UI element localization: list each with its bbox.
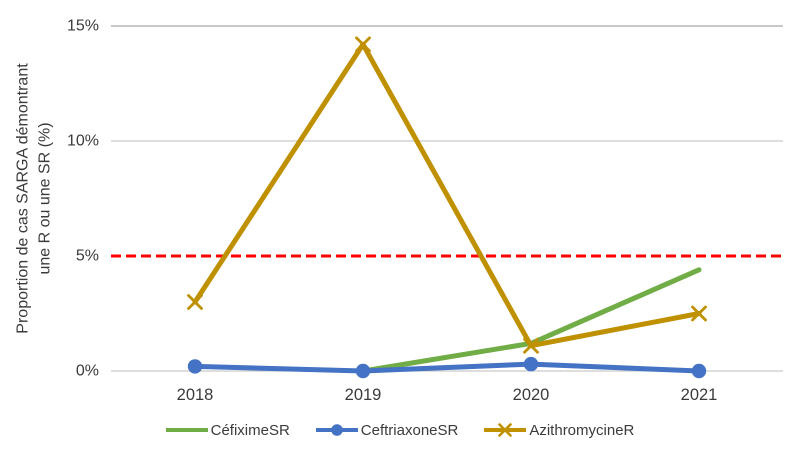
y-tick-label: 0% (76, 363, 99, 380)
x-marker (691, 305, 707, 322)
legend-item: CéfiximeSR (165, 421, 290, 439)
legend-item: CeftriaxoneSR (315, 421, 459, 439)
legend-label: CéfiximeSR (210, 421, 290, 439)
circle-marker (187, 359, 203, 374)
legend-item: AzithromycineR (484, 421, 634, 439)
legend-circle-marker (330, 424, 343, 436)
x-marker (355, 36, 371, 53)
x-marker (523, 337, 539, 354)
x-axis-label: 2019 (345, 386, 382, 404)
series-line (192, 41, 702, 349)
x-marker (187, 294, 203, 310)
plot-area: 0% 5% 10% 15% 2018 2019 2020 2021 Proportion de … (15, 18, 783, 404)
y-axis-title-line2: une R ou une SR (%) (37, 122, 54, 274)
y-axis-title-line1: Proportion de cas SARGA démontrant (15, 63, 32, 334)
legend-x-marker (498, 423, 513, 437)
circle-marker (523, 356, 539, 372)
circle-marker (355, 363, 371, 379)
y-tick-label: 15% (67, 18, 99, 35)
x-axis-label: 2018 (177, 386, 214, 404)
y-tick-label: 10% (67, 133, 99, 150)
legend-swatch-icon (484, 423, 527, 437)
chart-legend: CéfiximeSR CeftriaxoneSR AzithromycineR (0, 421, 800, 439)
legend-swatch-icon (315, 424, 358, 436)
legend-swatch-icon (165, 428, 208, 432)
legend-label: CeftriaxoneSR (360, 421, 459, 439)
x-axis-label: 2020 (513, 386, 550, 404)
legend-label: AzithromycineR (529, 421, 635, 439)
series-line (360, 267, 702, 374)
series-line (192, 361, 702, 374)
y-tick-label: 5% (76, 248, 99, 265)
circle-marker (691, 363, 707, 379)
x-axis-label: 2021 (681, 386, 718, 404)
